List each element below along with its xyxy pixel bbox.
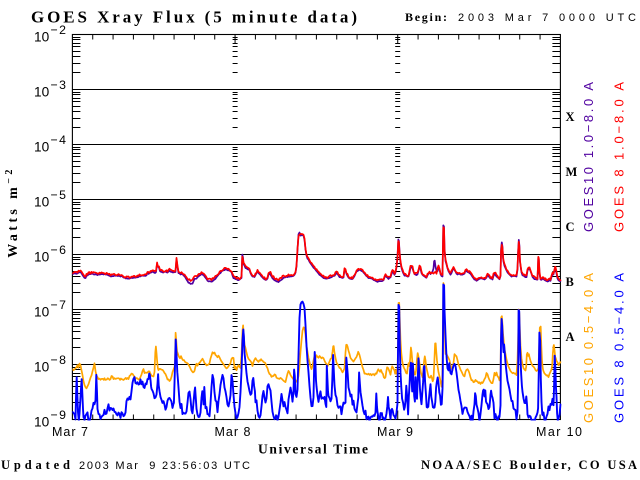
svg-text:−6: −6: [51, 243, 68, 257]
svg-text:−5: −5: [51, 188, 68, 202]
svg-text:10: 10: [34, 360, 50, 375]
svg-text:Mar 9: Mar 9: [377, 425, 413, 439]
svg-text:−7: −7: [51, 298, 68, 312]
svg-text:GOES10 0.5−4.0 A: GOES10 0.5−4.0 A: [581, 273, 596, 423]
svg-text:−8: −8: [51, 353, 68, 367]
svg-text:10: 10: [34, 305, 50, 320]
svg-text:Begin:: Begin:: [405, 10, 447, 24]
svg-text:A: A: [566, 330, 575, 344]
svg-text:−3: −3: [51, 78, 68, 92]
svg-text:GOES 8 1.0−8.0 A: GOES 8 1.0−8.0 A: [612, 82, 627, 232]
svg-text:GOES Xray Flux (5 minute data): GOES Xray Flux (5 minute data): [31, 8, 357, 27]
svg-text:C: C: [566, 220, 575, 234]
svg-text:Updated: Updated: [1, 458, 70, 472]
svg-text:M: M: [566, 165, 578, 179]
svg-text:Mar 10: Mar 10: [536, 425, 582, 439]
svg-text:Mar 7: Mar 7: [52, 425, 88, 439]
svg-text:10: 10: [34, 85, 50, 100]
svg-text:Mar 8: Mar 8: [215, 425, 251, 439]
svg-text:10: 10: [34, 140, 50, 155]
svg-text:10: 10: [34, 30, 50, 45]
svg-text:GOES 8 0.5−4.0 A: GOES 8 0.5−4.0 A: [612, 273, 627, 423]
svg-text:10: 10: [34, 195, 50, 210]
svg-text:2003 Mar 9 23:56:03 UTC: 2003 Mar 9 23:56:03 UTC: [79, 460, 250, 472]
svg-text:GOES10 1.0−8.0 A: GOES10 1.0−8.0 A: [581, 82, 596, 232]
svg-text:−2: −2: [51, 23, 68, 37]
svg-text:X: X: [566, 110, 575, 124]
svg-text:Watts m−2: Watts m−2: [4, 166, 21, 257]
svg-text:10: 10: [34, 250, 50, 265]
svg-text:−4: −4: [51, 133, 68, 147]
svg-text:B: B: [566, 275, 574, 289]
svg-text:10: 10: [34, 415, 50, 430]
svg-text:−9: −9: [51, 408, 68, 422]
svg-text:NOAA/SEC Boulder, CO USA: NOAA/SEC Boulder, CO USA: [421, 458, 637, 472]
